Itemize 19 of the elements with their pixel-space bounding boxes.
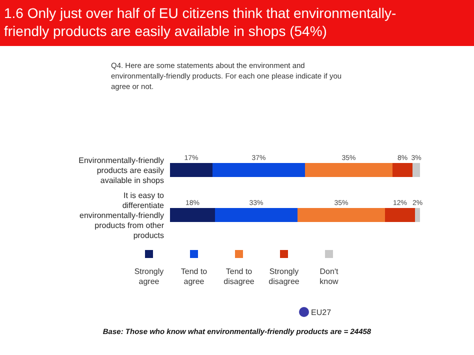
bar xyxy=(298,208,385,222)
legend-label: Strongly disagree xyxy=(268,267,300,286)
bar xyxy=(385,208,415,222)
bar xyxy=(392,163,412,177)
y-tick-label: It is easy to differentiate environmentally-friendly products from other products xyxy=(80,191,165,240)
legend-label: Don't know xyxy=(320,267,339,286)
bar xyxy=(170,163,212,177)
legend-label: Tend to disagree xyxy=(224,267,255,286)
bar xyxy=(170,208,215,222)
bar xyxy=(305,163,392,177)
chart-title: 1.6 Only just over half of EU citizens think that environmentally-friendly products are easily available in shops (54%) xyxy=(4,5,397,39)
text: EU27 xyxy=(311,308,332,317)
legend-label: Strongly agree xyxy=(134,267,164,286)
bar xyxy=(215,208,298,222)
bar xyxy=(412,163,420,177)
bar xyxy=(415,208,420,222)
bar xyxy=(212,163,305,177)
legend-label: Tend to agree xyxy=(180,267,208,286)
y-tick-label: Environmentally-friendly products are easily available in shops xyxy=(78,156,164,185)
